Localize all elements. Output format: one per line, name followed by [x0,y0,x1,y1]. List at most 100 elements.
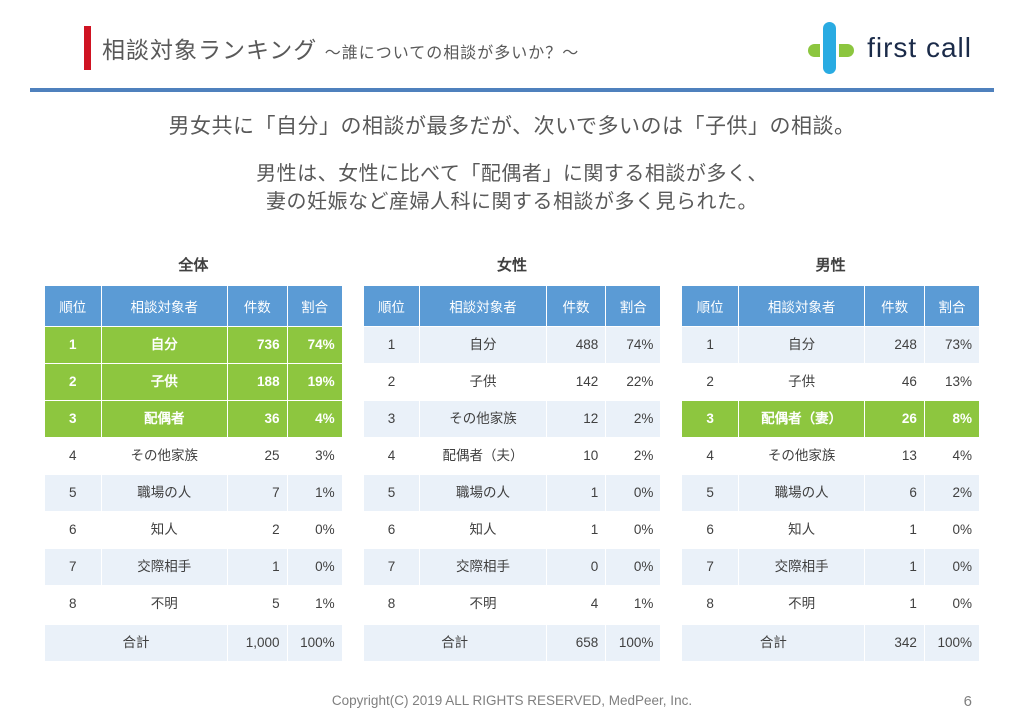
table-cell: 1 [864,548,925,586]
column-header: 割合 [286,285,343,327]
table-cell: 736 [227,326,288,364]
table-cell: 3% [286,437,343,475]
table-cell: 配偶者（夫） [419,437,547,475]
table-row: 3 その他家族 12 2% [362,400,662,438]
table-cell: 職場の人 [100,474,229,512]
total-label: 合計 [681,622,866,662]
ranking-table-female: 女性 順位 相談対象者 件数 割合 1 自分 488 74% 2 子供 142 22% 3 その他家族 1… [362,254,662,662]
table-title-overall: 全体 [178,257,209,274]
table-row: 2 子供 142 22% [362,363,662,401]
table-cell: 22% [605,363,662,401]
header-row: 順位 相談対象者 件数 割合 [44,285,343,327]
table-row: 7 交際相手 0 0% [362,548,662,586]
table-row: 6 知人 2 0% [44,511,343,549]
table-row: 8 不明 1 0% [681,585,981,624]
lead-text: 男女共に「自分」の相談が最多だが、次いで多いのは「子供」の相談。 男性は、女性に… [0,110,1024,216]
table-cell: 5 [362,474,421,512]
ranking-table-overall: 全体 順位 相談対象者 件数 割合 1 自分 736 74% 2 子供 188 19% 3 配偶者 36 4… [43,254,343,662]
column-header: 順位 [44,285,102,327]
ranking-tables: 全体 順位 相談対象者 件数 割合 1 自分 736 74% 2 子供 188 19% 3 配偶者 36 4… [43,254,981,662]
table-cell: 13 [864,437,925,475]
total-label: 合計 [43,622,229,662]
logo-text: first call [867,32,972,63]
table-cell: 0% [605,474,662,512]
table-row: 3 配偶者 36 4% [44,400,343,438]
header-row: 順位 相談対象者 件数 割合 [681,285,981,327]
title-block: 相談対象ランキング ～誰についての相談が多いか？～ [84,26,579,70]
table-cell: 74% [605,326,662,364]
slide-header: 相談対象ランキング ～誰についての相談が多いか？～ first call [84,22,972,74]
header-row: 順位 相談対象者 件数 割合 [362,285,662,327]
table-row: 8 不明 5 1% [44,585,343,624]
table-total-row: 合計 1,000 100% [43,622,343,662]
table-cell: 0% [923,548,981,586]
column-header: 割合 [605,285,662,327]
table-row: 6 知人 1 0% [681,511,981,549]
ranking-table: 順位 相談対象者 件数 割合 1 自分 736 74% 2 子供 188 19% 3 配偶者 36 4% 4 そ… [43,285,343,662]
table-cell: 2% [923,474,981,512]
table-cell: 知人 [737,511,866,549]
table-row: 8 不明 4 1% [362,585,662,624]
table-row: 4 その他家族 13 4% [681,437,981,475]
page-title: 相談対象ランキング ～誰についての相談が多いか？～ [102,31,579,65]
table-total-row: 合計 342 100% [681,622,981,662]
table-row: 7 交際相手 1 0% [44,548,343,586]
column-header: 順位 [362,285,421,327]
table-cell: 自分 [100,326,229,364]
table-row: 1 自分 248 73% [681,326,981,364]
table-cell: 1 [864,511,925,549]
table-cell: 3 [362,400,421,438]
plus-cross-icon [808,22,855,74]
table-cell: 1% [286,585,343,624]
table-cell: 1 [44,326,102,364]
page-title-main: 相談対象ランキング [102,37,318,63]
table-cell: 2% [605,400,662,438]
table-cell: 知人 [419,511,547,549]
table-cell: 7 [227,474,288,512]
table-cell: 2 [227,511,288,549]
table-cell: 7 [44,548,102,586]
table-cell: 不明 [737,585,866,624]
table-title-female: 女性 [497,257,528,274]
table-cell: その他家族 [737,437,866,475]
table-cell: 188 [227,363,288,401]
table-cell: 5 [44,474,102,512]
table-row: 2 子供 188 19% [44,363,343,401]
column-header: 件数 [864,285,925,327]
ranking-table: 順位 相談対象者 件数 割合 1 自分 248 73% 2 子供 46 13% 3 配偶者（妻） 26 8%… [681,285,981,662]
table-cell: 488 [545,326,607,364]
table-cell: 4 [362,437,421,475]
table-cell: 不明 [100,585,229,624]
table-row: 7 交際相手 1 0% [681,548,981,586]
table-cell: 職場の人 [419,474,547,512]
table-cell: 4 [681,437,739,475]
table-cell: 1% [286,474,343,512]
first-call-logo: first call [808,22,972,74]
ranking-table-male: 男性 順位 相談対象者 件数 割合 1 自分 248 73% 2 子供 46 13% 3 配偶者（妻） 2… [681,254,981,662]
table-cell: 0% [923,511,981,549]
table-cell: 0 [545,548,607,586]
table-cell: 3 [681,400,739,438]
total-percent: 100% [286,622,343,662]
table-cell: 7 [362,548,421,586]
table-cell: 1 [681,326,739,364]
header-divider [30,88,994,92]
table-row: 1 自分 736 74% [44,326,343,364]
column-header: 件数 [227,285,288,327]
table-cell: 0% [286,548,343,586]
table-cell: 2 [362,363,421,401]
table-cell: 7 [681,548,739,586]
table-cell: 1 [227,548,288,586]
column-header: 相談対象者 [419,285,547,327]
table-cell: 自分 [737,326,866,364]
table-cell: 12 [545,400,607,438]
table-cell: 74% [286,326,343,364]
lead-line-2: 男性は、女性に比べて「配偶者」に関する相談が多く、 [256,163,768,185]
table-cell: 2 [44,363,102,401]
table-cell: 4 [44,437,102,475]
total-count: 1,000 [227,622,288,662]
table-cell: 1% [605,585,662,624]
table-cell: 10 [545,437,607,475]
table-cell: その他家族 [100,437,229,475]
